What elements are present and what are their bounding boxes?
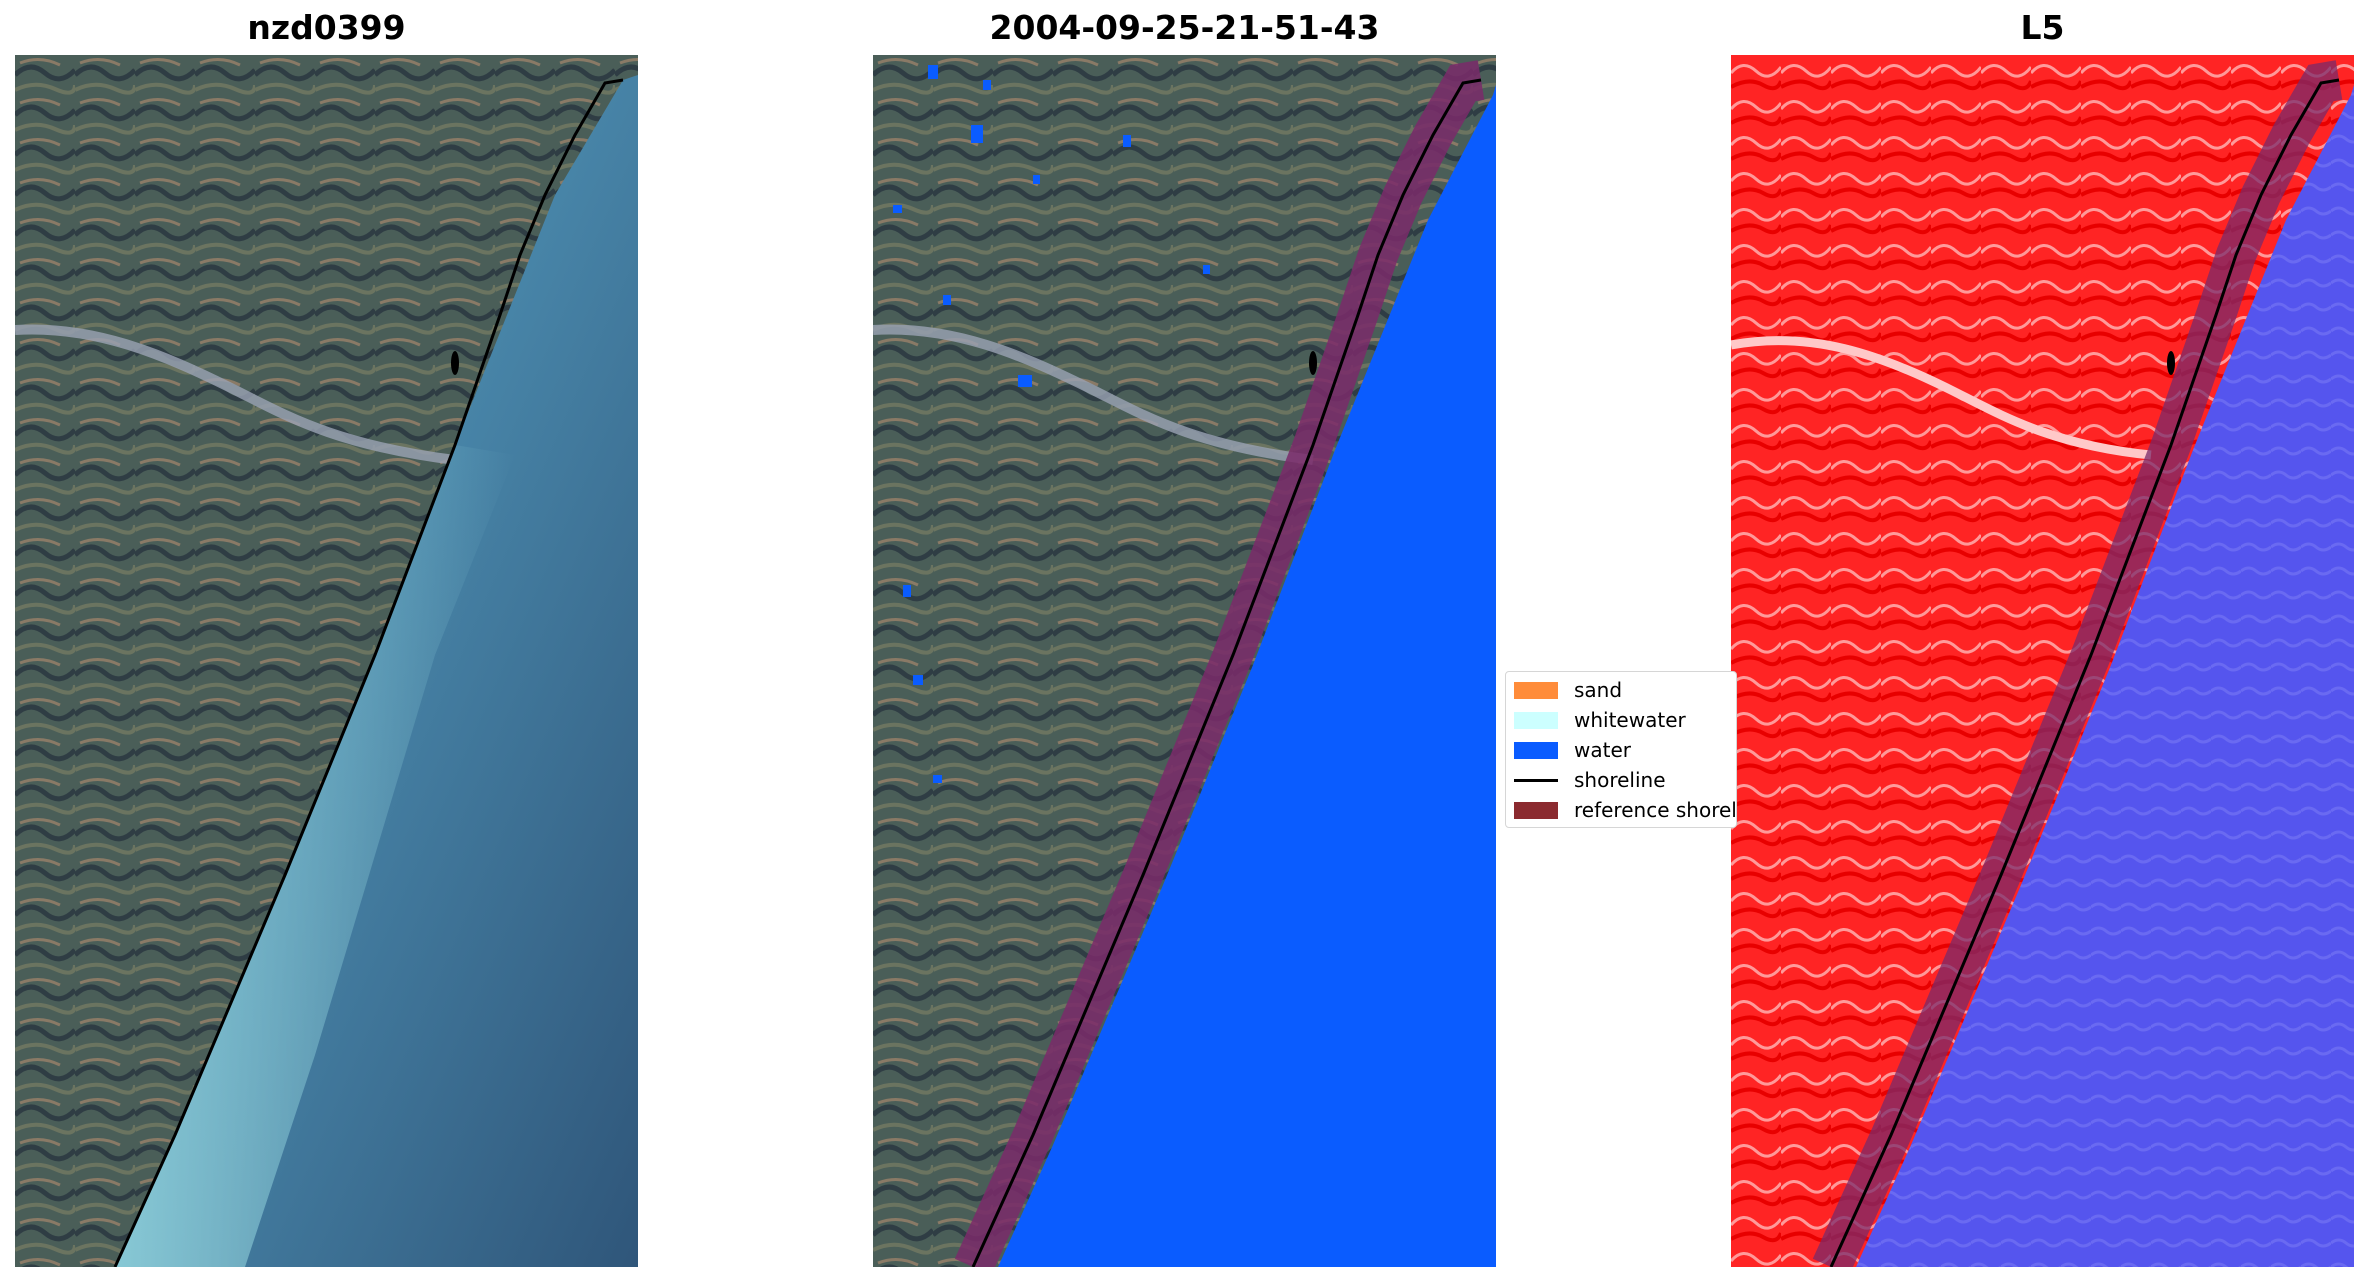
sediment-plume bbox=[115, 445, 515, 1267]
rgb-image-panel bbox=[15, 55, 638, 1267]
river bbox=[873, 324, 1314, 465]
classification-panel bbox=[873, 55, 1496, 1267]
lagoon bbox=[2167, 351, 2175, 375]
river bbox=[15, 324, 456, 465]
river bbox=[1731, 336, 2152, 460]
legend: sand whitewater water shoreline referenc… bbox=[1505, 671, 1737, 828]
panel-title-date: 2004-09-25-21-51-43 bbox=[989, 8, 1380, 47]
legend-item-shoreline: shoreline bbox=[1514, 767, 1666, 793]
panel-title-image: nzd0399 bbox=[247, 8, 406, 47]
legend-label-water: water bbox=[1574, 738, 1631, 762]
legend-item-whitewater: whitewater bbox=[1514, 707, 1686, 733]
panel-title-satellite: L5 bbox=[2020, 8, 2065, 47]
lagoon bbox=[451, 351, 459, 375]
legend-item-sand: sand bbox=[1514, 677, 1622, 703]
water-pixels bbox=[893, 65, 1210, 783]
legend-item-water: water bbox=[1514, 737, 1631, 763]
water-swatch bbox=[1514, 741, 1558, 759]
legend-label-reference-shoreline: reference shoreline bbox=[1574, 798, 1737, 822]
legend-label-shoreline: shoreline bbox=[1574, 768, 1666, 792]
shoreline-line bbox=[113, 78, 624, 1267]
shoreline-swatch bbox=[1514, 778, 1558, 782]
water-class-area bbox=[998, 85, 1496, 1267]
shoreline-line bbox=[1829, 78, 2340, 1267]
legend-item-reference-shoreline: reference shoreline bbox=[1514, 797, 1737, 823]
sand-swatch bbox=[1514, 681, 1558, 699]
legend-label-sand: sand bbox=[1574, 678, 1623, 702]
lagoon bbox=[1309, 351, 1317, 375]
shoreline-line bbox=[971, 78, 1482, 1267]
index-panel bbox=[1731, 55, 2354, 1267]
whitewater-swatch bbox=[1514, 711, 1558, 729]
water-area bbox=[1856, 85, 2354, 1267]
reference-shoreline-swatch bbox=[1514, 801, 1558, 819]
legend-label-whitewater: whitewater bbox=[1574, 708, 1686, 732]
